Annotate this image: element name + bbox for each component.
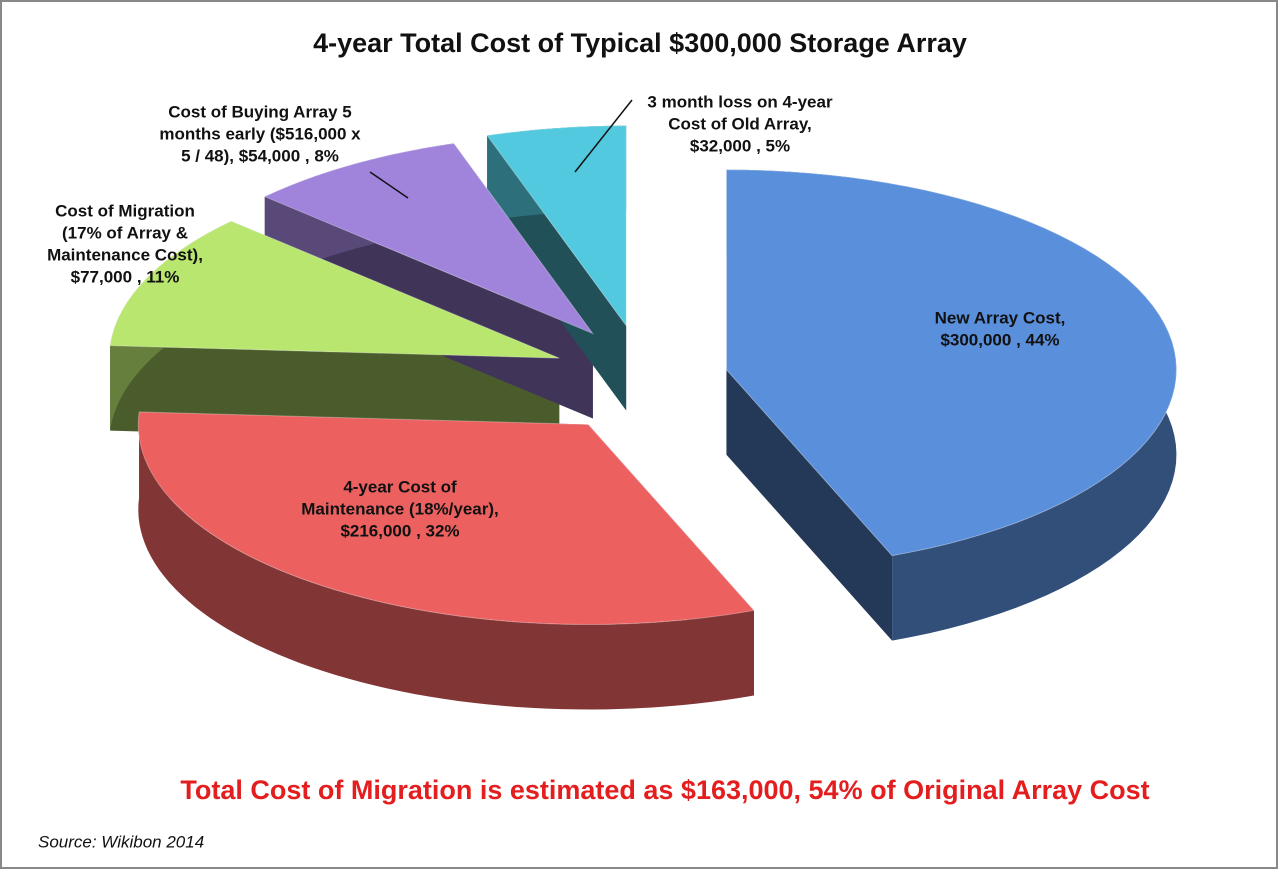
data-label: Cost of Buying Array 5 bbox=[168, 102, 352, 121]
data-label: Maintenance (18%/year), bbox=[301, 499, 498, 518]
data-label: 3 month loss on 4-year bbox=[647, 92, 833, 111]
data-label: 5 / 48), $54,000 , 8% bbox=[181, 146, 339, 165]
data-label: $216,000 , 32% bbox=[340, 521, 459, 540]
slice bbox=[263, 142, 595, 335]
data-label: (17% of Array & bbox=[62, 223, 188, 242]
slice bbox=[109, 220, 560, 359]
slice bbox=[486, 125, 627, 328]
leader-line bbox=[369, 171, 409, 199]
leader-line bbox=[574, 99, 633, 173]
data-label: Cost of Migration bbox=[55, 201, 195, 220]
slice bbox=[725, 169, 1177, 557]
chart-title: 4-year Total Cost of Typical $300,000 St… bbox=[313, 28, 967, 58]
slice-side bbox=[726, 369, 893, 641]
data-label: New Array Cost, bbox=[935, 308, 1066, 327]
data-label: $300,000 , 44% bbox=[940, 330, 1059, 349]
slice-wall bbox=[138, 411, 754, 710]
data-label: 4-year Cost of bbox=[343, 477, 457, 496]
annotation: Total Cost of Migration is estimated as … bbox=[180, 775, 1149, 805]
data-label: months early ($516,000 x bbox=[159, 124, 361, 143]
source: Source: Wikibon 2014 bbox=[38, 832, 204, 851]
data-label: Cost of Old Array, bbox=[668, 114, 812, 133]
data-label: $77,000 , 11% bbox=[71, 267, 180, 286]
data-label: $32,000 , 5% bbox=[690, 136, 790, 155]
data-label: Maintenance Cost), bbox=[47, 245, 203, 264]
slice bbox=[137, 411, 755, 625]
